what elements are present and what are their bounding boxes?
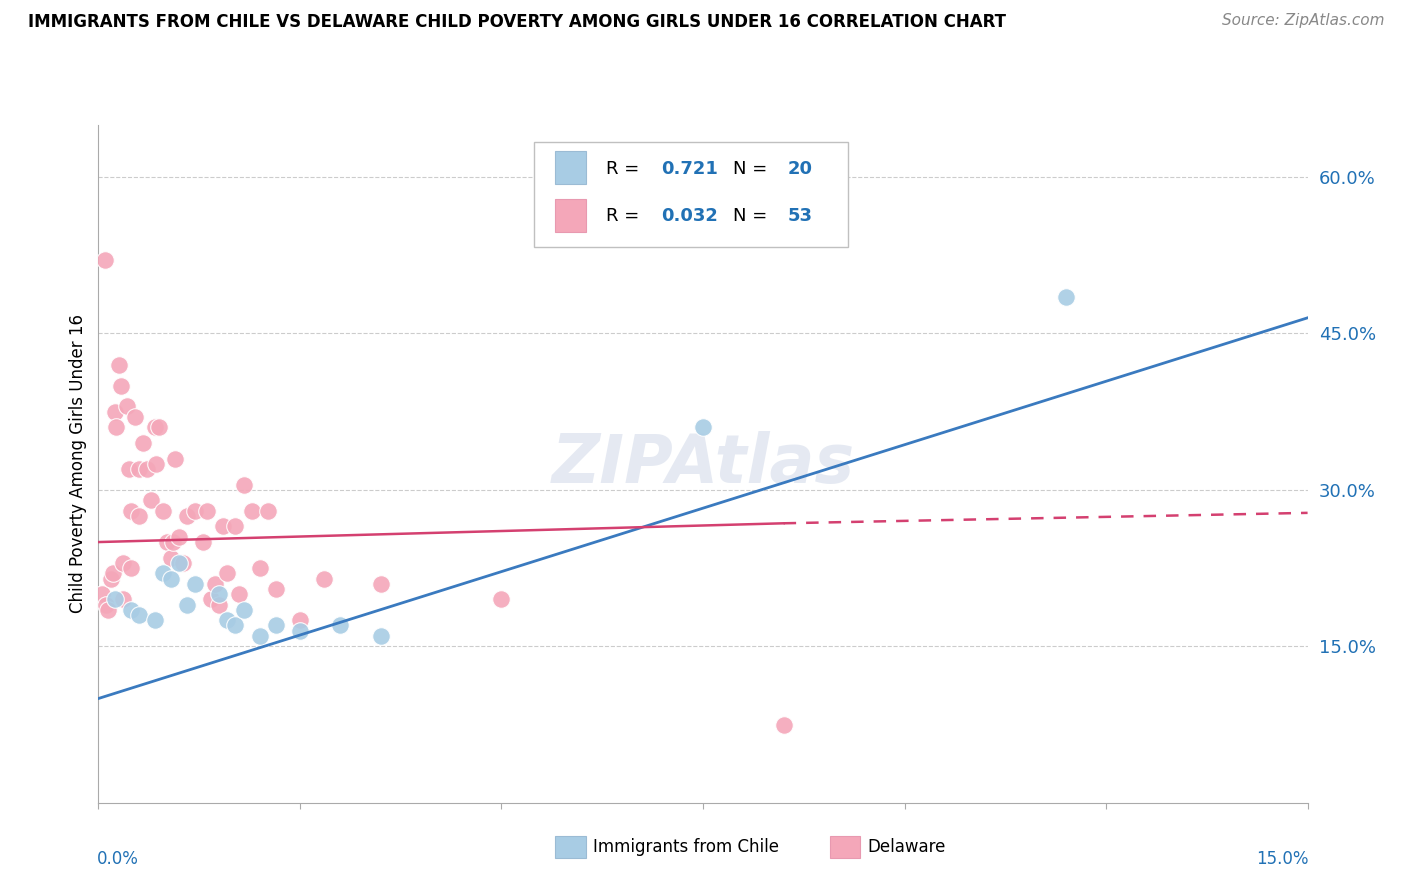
Point [288, 613, 311, 627]
Point [491, 592, 513, 607]
Point [152, 504, 174, 518]
Point [160, 572, 183, 586]
Point [249, 561, 271, 575]
Point [148, 420, 170, 434]
Point [96, 598, 118, 612]
Point [264, 618, 287, 632]
Point [329, 618, 352, 632]
Point [264, 582, 287, 596]
Point [208, 598, 231, 612]
Point [370, 629, 392, 643]
Point [118, 462, 141, 476]
Point [128, 508, 150, 523]
Point [135, 462, 157, 476]
Point [160, 550, 183, 565]
Point [162, 535, 184, 549]
Point [163, 451, 186, 466]
Text: 53: 53 [787, 208, 813, 226]
Point [224, 519, 246, 533]
Point [184, 504, 207, 518]
Point [217, 566, 239, 581]
Text: Source: ZipAtlas.com: Source: ZipAtlas.com [1222, 13, 1385, 29]
Text: 0.721: 0.721 [661, 160, 717, 178]
Point [692, 420, 714, 434]
Point [120, 561, 142, 575]
Point [120, 504, 142, 518]
Point [152, 566, 174, 581]
Text: Immigrants from Chile: Immigrants from Chile [593, 838, 779, 856]
Point [107, 358, 129, 372]
Text: N =: N = [734, 208, 773, 226]
Point [110, 378, 132, 392]
Text: 0.0%: 0.0% [97, 850, 139, 868]
Point [167, 530, 190, 544]
Text: N =: N = [734, 160, 773, 178]
Point [208, 587, 231, 601]
Point [94, 253, 117, 268]
Point [249, 629, 271, 643]
Point [288, 624, 311, 638]
Point [143, 613, 166, 627]
Text: 0.032: 0.032 [661, 208, 717, 226]
Point [232, 603, 254, 617]
Text: Delaware: Delaware [868, 838, 946, 856]
Point [167, 556, 190, 570]
Point [111, 556, 134, 570]
Point [101, 566, 124, 581]
Point [193, 535, 215, 549]
Y-axis label: Child Poverty Among Girls Under 16: Child Poverty Among Girls Under 16 [69, 314, 87, 614]
Point [100, 572, 122, 586]
Point [128, 462, 150, 476]
Point [256, 504, 278, 518]
Point [103, 592, 125, 607]
Text: R =: R = [606, 160, 645, 178]
Point [128, 608, 150, 623]
Point [115, 400, 138, 414]
Point [204, 576, 226, 591]
Point [145, 457, 167, 471]
Point [120, 603, 142, 617]
Point [176, 508, 198, 523]
Point [103, 405, 125, 419]
Point [212, 519, 235, 533]
Point [200, 592, 222, 607]
Point [772, 717, 794, 731]
Point [97, 603, 120, 617]
Text: 15.0%: 15.0% [1257, 850, 1309, 868]
Point [124, 409, 146, 424]
Point [228, 587, 250, 601]
Point [224, 618, 246, 632]
Point [172, 556, 194, 570]
Point [232, 477, 254, 491]
Point [139, 493, 162, 508]
Point [111, 592, 134, 607]
Point [91, 587, 114, 601]
Point [195, 504, 218, 518]
Point [176, 598, 198, 612]
Point [156, 535, 179, 549]
Point [314, 572, 336, 586]
Point [217, 613, 239, 627]
Point [105, 420, 128, 434]
Point [132, 436, 155, 450]
Point [1054, 290, 1077, 304]
Text: R =: R = [606, 208, 645, 226]
Point [370, 576, 392, 591]
Point [184, 576, 207, 591]
Point [240, 504, 263, 518]
Point [143, 420, 166, 434]
Text: ZIPAtlas: ZIPAtlas [551, 431, 855, 497]
Text: IMMIGRANTS FROM CHILE VS DELAWARE CHILD POVERTY AMONG GIRLS UNDER 16 CORRELATION: IMMIGRANTS FROM CHILE VS DELAWARE CHILD … [28, 13, 1007, 31]
Text: 20: 20 [787, 160, 813, 178]
